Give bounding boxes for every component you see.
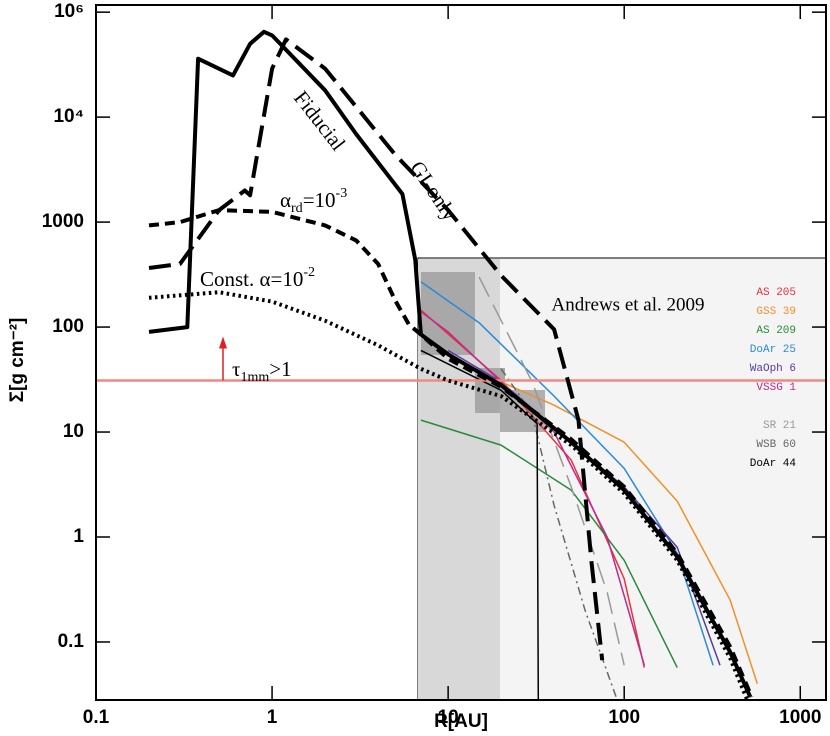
data-line xyxy=(148,29,753,698)
x-axis-label: R[AU] xyxy=(434,711,488,732)
tau-label-part: >1 xyxy=(269,357,291,381)
inset-line xyxy=(420,281,714,666)
legend-label: GSS 39 xyxy=(756,306,796,318)
legend-label: AS 205 xyxy=(756,287,796,299)
inset-line xyxy=(420,419,678,668)
x-tick-label: 0.1 xyxy=(83,707,110,728)
alpha-label-part: α xyxy=(280,188,291,212)
series-label: Fiducial xyxy=(289,86,350,155)
alpha-label-part: -3 xyxy=(336,186,348,201)
y-tick-label: 10⁴ xyxy=(53,106,84,127)
y-tick-label: 1 xyxy=(73,526,84,547)
data-line xyxy=(148,37,605,661)
tau-label-part: τ xyxy=(232,357,240,381)
legend-label: WSB 60 xyxy=(756,439,796,451)
inset-line xyxy=(500,368,617,698)
x-tick-label: 1 xyxy=(267,707,278,728)
x-tick-label: 1000 xyxy=(779,707,821,728)
plot-layer xyxy=(96,29,826,700)
y-tick-label: 1000 xyxy=(42,211,84,232)
y-tick-label: 10⁶ xyxy=(54,1,84,22)
legend-label: DoAr 25 xyxy=(750,344,796,356)
const-alpha-label-part: Const. α=10 xyxy=(200,267,303,291)
series-label: GI-only xyxy=(405,157,462,226)
inset-line xyxy=(420,349,540,700)
y-tick-label: 100 xyxy=(52,316,84,337)
data-line xyxy=(148,208,754,698)
y-tick-label: 0.1 xyxy=(58,631,85,652)
inset-title: Andrews et al. 2009 xyxy=(551,294,704,315)
legend-label: WaOph 6 xyxy=(750,363,796,375)
y-tick-label: 10 xyxy=(63,421,84,442)
alpha-label-part: rd xyxy=(291,201,303,216)
x-tick-label: 10 xyxy=(438,707,459,728)
x-tick-label: 100 xyxy=(608,707,640,728)
inset-line xyxy=(478,276,625,666)
tau-label: τ1mm>1 xyxy=(232,357,292,385)
inset-line xyxy=(500,381,759,684)
const-alpha-label-part: -2 xyxy=(303,265,315,280)
legend-label: VSSG 1 xyxy=(756,382,796,394)
alpha-label-part: =10 xyxy=(303,188,336,212)
plot-frame xyxy=(95,4,827,701)
threshold-arrowhead xyxy=(219,336,227,349)
legend-label: AS 209 xyxy=(756,325,796,337)
const-alpha-label: Const. α=10-2 xyxy=(200,265,315,291)
legend-label: DoAr 44 xyxy=(750,458,797,470)
y-axis-label: Σ[g cm⁻²] xyxy=(7,318,28,403)
legend-label: SR 21 xyxy=(763,420,796,432)
alpha-label: αrd=10-3 xyxy=(280,186,347,216)
tau-label-part: 1mm xyxy=(240,370,269,385)
